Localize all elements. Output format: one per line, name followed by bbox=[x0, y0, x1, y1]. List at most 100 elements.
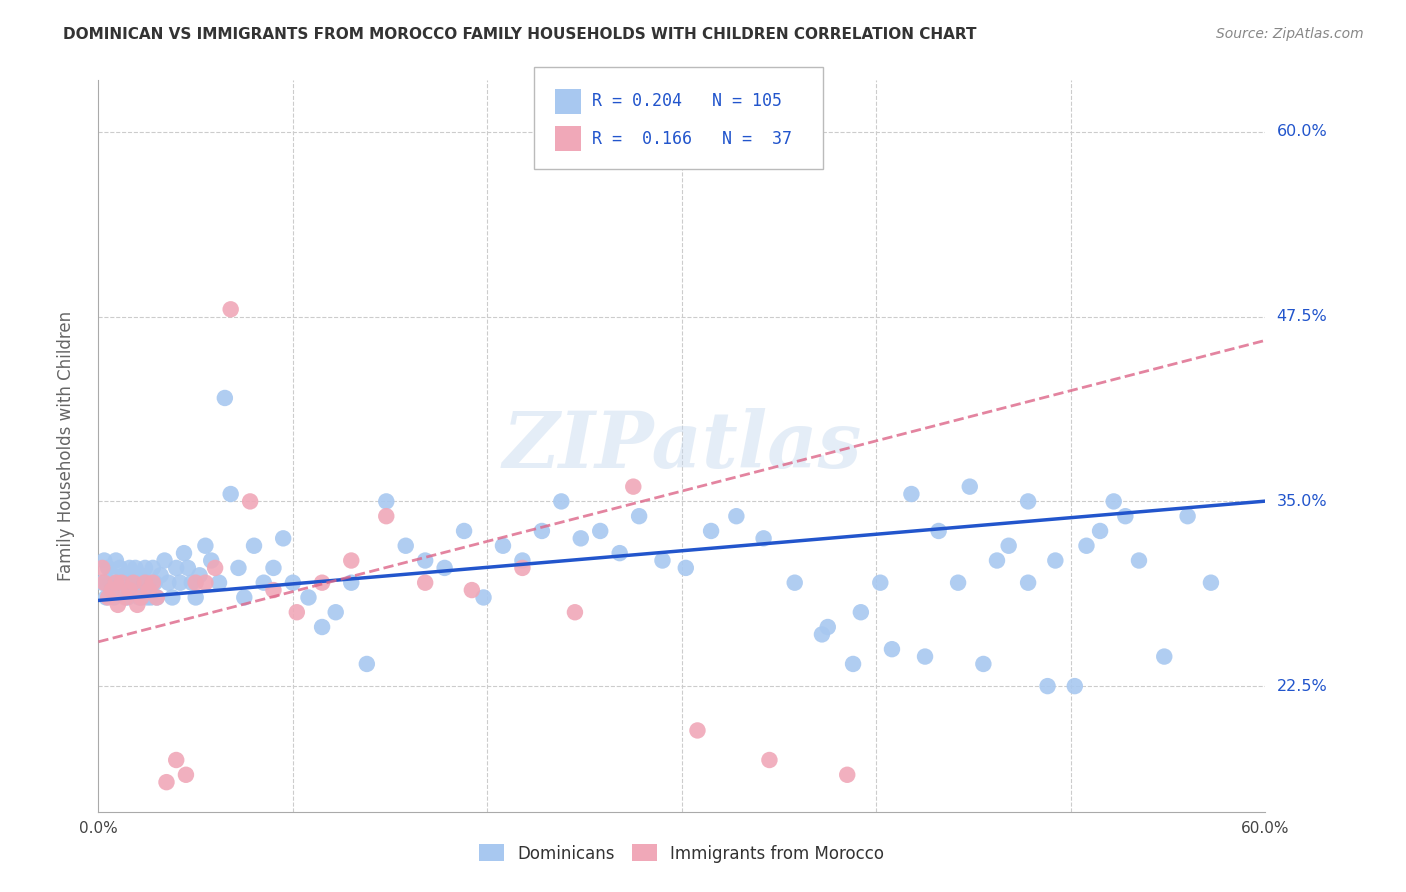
Point bbox=[129, 591, 152, 605]
Point bbox=[111, 575, 134, 590]
Point bbox=[609, 546, 631, 560]
Point bbox=[146, 591, 169, 605]
Point bbox=[93, 575, 115, 590]
Point bbox=[375, 494, 398, 508]
Point bbox=[114, 591, 136, 605]
Point bbox=[143, 575, 166, 590]
Point bbox=[837, 768, 859, 782]
Point bbox=[1177, 509, 1199, 524]
Point bbox=[621, 480, 644, 494]
Point bbox=[413, 553, 436, 567]
Point bbox=[1128, 553, 1150, 567]
Point bbox=[900, 487, 922, 501]
Point bbox=[107, 598, 129, 612]
Point bbox=[1114, 509, 1136, 524]
Point bbox=[174, 768, 197, 782]
Text: 47.5%: 47.5% bbox=[1277, 310, 1327, 324]
Point bbox=[121, 575, 143, 590]
Point bbox=[946, 575, 969, 590]
Point bbox=[134, 561, 156, 575]
Y-axis label: Family Households with Children: Family Households with Children bbox=[56, 311, 75, 581]
Point bbox=[281, 575, 304, 590]
Point bbox=[204, 561, 226, 575]
Point bbox=[107, 575, 129, 590]
Point bbox=[1199, 575, 1222, 590]
Point bbox=[104, 553, 127, 567]
Point bbox=[262, 583, 284, 598]
Point bbox=[97, 561, 120, 575]
Point bbox=[118, 583, 141, 598]
Point bbox=[271, 532, 294, 546]
Point bbox=[752, 532, 775, 546]
Point bbox=[849, 605, 872, 619]
Point bbox=[472, 591, 495, 605]
Point bbox=[184, 591, 207, 605]
Point bbox=[297, 591, 319, 605]
Point bbox=[1017, 575, 1039, 590]
Point bbox=[233, 591, 256, 605]
Point bbox=[842, 657, 865, 671]
Text: DOMINICAN VS IMMIGRANTS FROM MOROCCO FAMILY HOUSEHOLDS WITH CHILDREN CORRELATION: DOMINICAN VS IMMIGRANTS FROM MOROCCO FAM… bbox=[63, 27, 977, 42]
Text: Source: ZipAtlas.com: Source: ZipAtlas.com bbox=[1216, 27, 1364, 41]
Point bbox=[997, 539, 1019, 553]
Point bbox=[108, 561, 131, 575]
Point bbox=[129, 568, 152, 582]
Point bbox=[395, 539, 418, 553]
Point bbox=[132, 575, 155, 590]
Point bbox=[817, 620, 839, 634]
Point bbox=[194, 575, 217, 590]
Point bbox=[433, 561, 456, 575]
Point bbox=[1088, 524, 1111, 538]
Point bbox=[219, 487, 242, 501]
Point bbox=[180, 575, 202, 590]
Point bbox=[219, 302, 242, 317]
Point bbox=[184, 575, 207, 590]
Point bbox=[139, 591, 162, 605]
Text: R = 0.204   N = 105: R = 0.204 N = 105 bbox=[592, 93, 782, 111]
Legend: Dominicans, Immigrants from Morocco: Dominicans, Immigrants from Morocco bbox=[472, 838, 891, 869]
Point bbox=[122, 583, 145, 598]
Point bbox=[124, 561, 146, 575]
Point bbox=[117, 591, 139, 605]
Point bbox=[453, 524, 475, 538]
Point bbox=[311, 620, 333, 634]
Point bbox=[512, 561, 534, 575]
Point bbox=[461, 583, 484, 598]
Point bbox=[188, 568, 211, 582]
Point bbox=[103, 591, 125, 605]
Point bbox=[155, 775, 177, 789]
Point bbox=[239, 494, 262, 508]
Point bbox=[118, 561, 141, 575]
Point bbox=[243, 539, 266, 553]
Point bbox=[98, 575, 121, 590]
Point bbox=[165, 561, 187, 575]
Point bbox=[530, 524, 553, 538]
Point bbox=[104, 575, 127, 590]
Point bbox=[492, 539, 515, 553]
Point bbox=[986, 553, 1008, 567]
Point bbox=[128, 591, 150, 605]
Point bbox=[138, 575, 160, 590]
Point bbox=[177, 561, 200, 575]
Point bbox=[153, 553, 176, 567]
Point bbox=[285, 605, 308, 619]
Point bbox=[1045, 553, 1067, 567]
Point bbox=[134, 575, 156, 590]
Point bbox=[165, 753, 187, 767]
Point bbox=[880, 642, 903, 657]
Point bbox=[811, 627, 834, 641]
Text: 22.5%: 22.5% bbox=[1277, 679, 1327, 694]
Point bbox=[340, 575, 363, 590]
Point bbox=[550, 494, 572, 508]
Point bbox=[340, 553, 363, 567]
Point bbox=[97, 591, 120, 605]
Point bbox=[325, 605, 347, 619]
Text: 60.0%: 60.0% bbox=[1277, 125, 1327, 139]
Point bbox=[228, 561, 250, 575]
Point bbox=[96, 591, 118, 605]
Point bbox=[1017, 494, 1039, 508]
Point bbox=[114, 575, 136, 590]
Point bbox=[783, 575, 806, 590]
Text: R =  0.166   N =  37: R = 0.166 N = 37 bbox=[592, 130, 792, 148]
Point bbox=[122, 575, 145, 590]
